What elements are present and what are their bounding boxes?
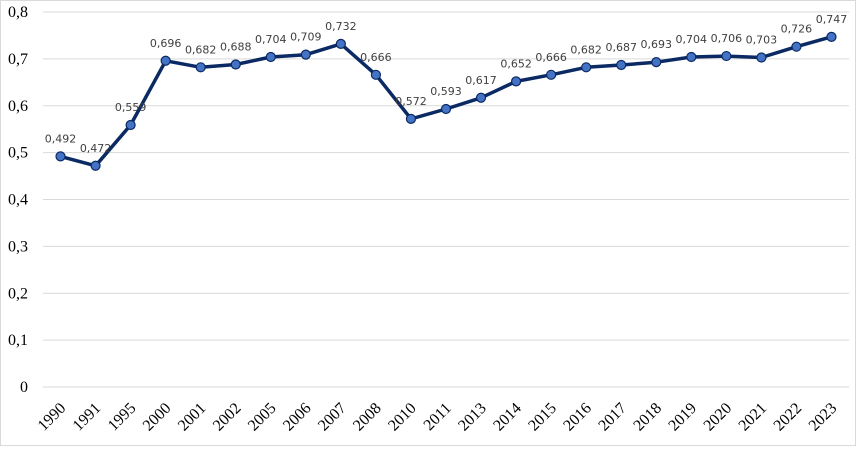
y-tick-label: 0,5	[8, 145, 28, 162]
data-label: 0,652	[500, 57, 532, 70]
data-point	[335, 38, 346, 49]
x-tick-label: 2011	[421, 400, 455, 434]
series-line	[58, 35, 834, 168]
y-axis-ticks: 0 0,1 0,2 0,3 0,4 0,5 0,6 0,7 0,8	[8, 4, 28, 396]
data-point	[265, 51, 276, 63]
data-point	[195, 62, 206, 73]
data-point	[160, 55, 171, 66]
x-tick-label: 2018	[630, 400, 665, 435]
y-tick-label: 0,3	[8, 238, 28, 255]
data-label: 0,593	[430, 85, 462, 98]
data-label: 0,559	[115, 101, 147, 114]
x-tick-label: 2019	[665, 400, 700, 435]
data-point	[651, 57, 662, 68]
y-tick-label: 0,8	[8, 4, 28, 21]
data-point	[125, 119, 136, 131]
data-point	[55, 151, 66, 162]
x-tick-label: 1990	[35, 400, 70, 435]
x-axis-ticks: 1990 1991 1995 2000 2001 2002 2005 2006 2007 2008…	[35, 400, 841, 435]
x-tick-label: 1995	[105, 400, 140, 435]
data-point	[756, 52, 767, 63]
data-label: 0,666	[360, 51, 392, 64]
x-tick-label: 2014	[490, 400, 525, 435]
x-tick-label: 2000	[140, 400, 175, 435]
data-label: 0,706	[711, 32, 743, 45]
data-point	[90, 160, 101, 171]
data-label: 0,704	[255, 33, 287, 46]
data-label: 0,732	[325, 20, 357, 33]
data-label: 0,688	[220, 41, 252, 54]
data-label: 0,693	[641, 38, 673, 51]
x-tick-label: 2021	[736, 400, 771, 435]
x-tick-label: 2020	[701, 400, 736, 435]
data-point	[370, 69, 382, 80]
data-label: 0,747	[816, 13, 848, 26]
data-point	[721, 50, 732, 62]
data-label: 0,703	[746, 33, 778, 46]
x-tick-label: 2013	[455, 400, 490, 435]
y-tick-label: 0,7	[8, 51, 28, 68]
data-label: 0,682	[570, 43, 602, 56]
x-tick-label: 2023	[806, 400, 841, 435]
data-label: 0,704	[676, 33, 708, 46]
data-point	[826, 31, 837, 42]
data-point	[405, 113, 417, 124]
x-tick-label: 2007	[315, 400, 350, 435]
series-line-group	[58, 35, 834, 168]
x-tick-label: 2001	[175, 400, 210, 435]
data-label: 0,726	[781, 23, 813, 36]
x-tick-label: 2002	[210, 400, 245, 435]
y-tick-label: 0,1	[8, 332, 28, 349]
x-tick-label: 2016	[560, 400, 595, 435]
y-tick-label: 0,2	[8, 285, 28, 302]
data-point	[616, 59, 627, 71]
data-point	[230, 59, 241, 70]
data-label: 0,492	[45, 132, 77, 145]
x-tick-label: 2017	[595, 400, 630, 435]
y-tick-label: 0,4	[8, 192, 28, 209]
data-label: 0,709	[290, 31, 322, 44]
data-label: 0,572	[395, 95, 427, 108]
x-tick-label: 2015	[525, 400, 560, 435]
y-tick-label: 0	[20, 379, 28, 396]
y-tick-label: 0,6	[8, 98, 28, 115]
data-label: 0,472	[80, 142, 112, 155]
data-label: 0,696	[150, 37, 182, 50]
data-point	[791, 41, 802, 52]
data-point	[546, 69, 557, 80]
data-point	[440, 103, 452, 115]
x-tick-label: 2010	[385, 400, 420, 435]
data-point	[581, 62, 592, 73]
x-tick-label: 2006	[280, 400, 315, 435]
data-label: 0,682	[185, 43, 217, 56]
data-point	[510, 76, 522, 87]
data-label: 0,687	[605, 41, 637, 54]
x-tick-label: 2022	[771, 400, 806, 435]
data-point	[475, 92, 487, 103]
series-markers	[55, 31, 837, 171]
x-tick-label: 2005	[245, 400, 280, 435]
x-tick-label: 1991	[70, 400, 105, 435]
gridlines	[43, 11, 849, 388]
data-point	[686, 51, 697, 63]
data-point	[300, 49, 311, 60]
data-label: 0,617	[465, 74, 497, 87]
data-label: 0,666	[535, 51, 567, 64]
x-tick-label: 2008	[350, 400, 385, 435]
